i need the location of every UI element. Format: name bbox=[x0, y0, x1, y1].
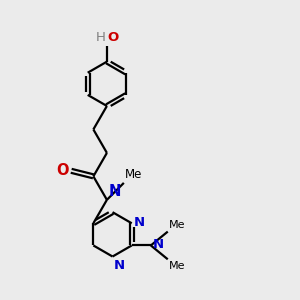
Text: H: H bbox=[95, 32, 105, 44]
Text: N: N bbox=[109, 184, 121, 199]
Text: N: N bbox=[114, 259, 125, 272]
Text: N: N bbox=[153, 238, 164, 251]
Text: Me: Me bbox=[125, 168, 143, 182]
Text: Me: Me bbox=[169, 220, 185, 230]
Text: O: O bbox=[107, 32, 118, 44]
Text: Me: Me bbox=[169, 260, 185, 271]
Text: N: N bbox=[134, 216, 145, 229]
Text: O: O bbox=[56, 163, 69, 178]
